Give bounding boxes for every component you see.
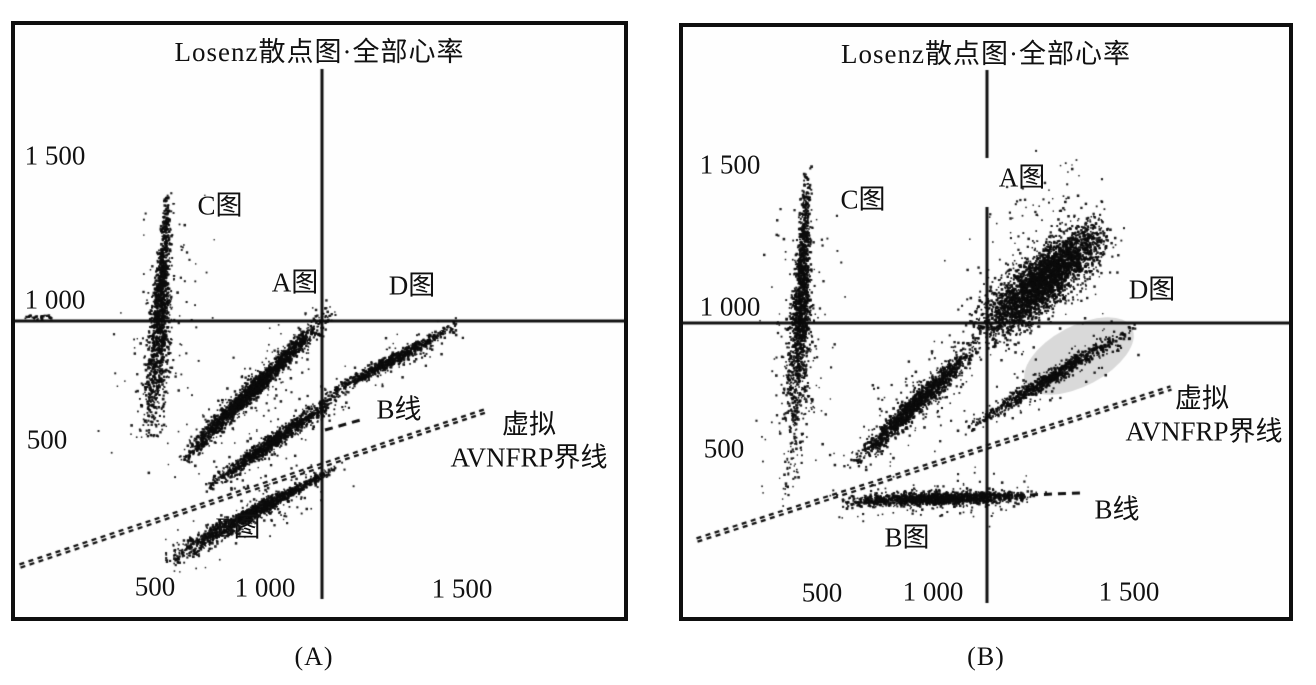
scatter-canvas bbox=[15, 25, 624, 617]
panel-B: Losenz散点图·全部心率 500 1 000 1 500 1 500 1 000 50… bbox=[679, 23, 1293, 621]
scatter-canvas bbox=[683, 27, 1289, 617]
panel-A: Losenz散点图·全部心率 500 1 000 1 500 1 500 1 000 50… bbox=[11, 21, 628, 621]
figure-caption-a: (A) bbox=[294, 642, 334, 671]
figure-caption-b: (B) bbox=[967, 642, 1005, 671]
chart-title: Losenz散点图·全部心率 bbox=[841, 39, 1131, 69]
chart-title: Losenz散点图·全部心率 bbox=[174, 37, 465, 67]
